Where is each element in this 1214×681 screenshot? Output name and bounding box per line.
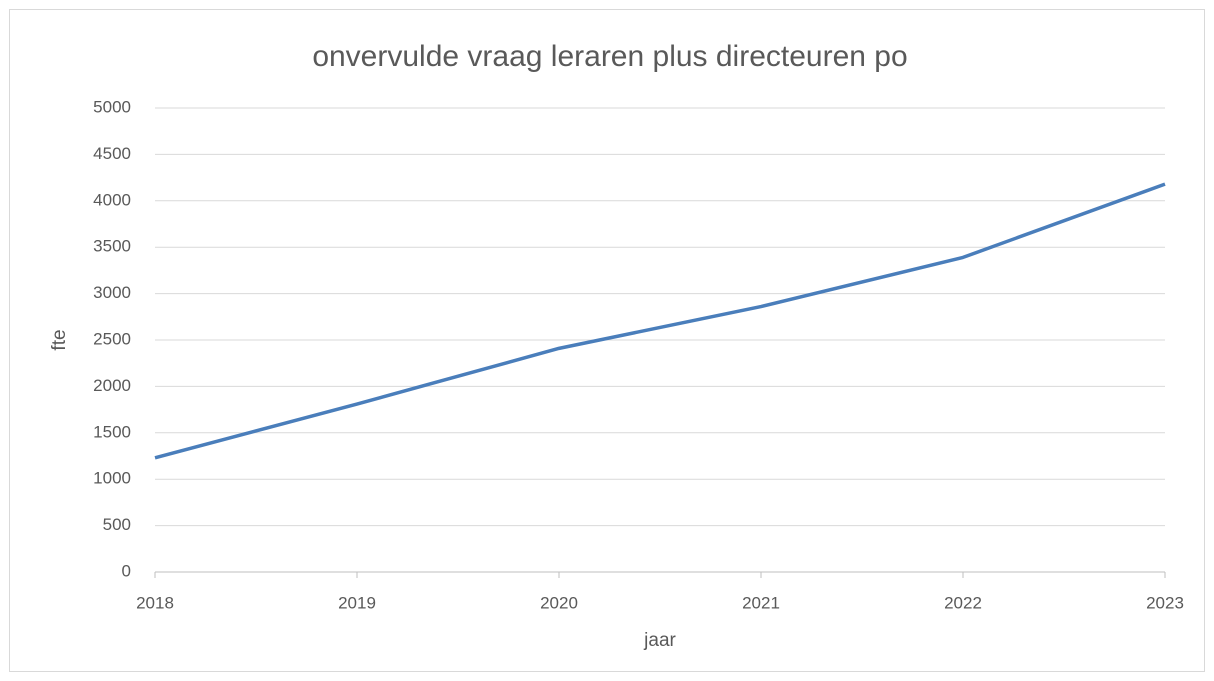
y-tick-label: 1500 — [93, 422, 131, 441]
x-tick-label: 2022 — [944, 593, 982, 612]
y-tick-label: 3500 — [93, 237, 131, 256]
x-tick-label: 2021 — [742, 593, 780, 612]
x-tick-label: 2018 — [136, 593, 174, 612]
y-tick-label: 4000 — [93, 190, 131, 209]
x-axis-title: jaar — [643, 630, 676, 651]
x-tick-label: 2019 — [338, 593, 376, 612]
x-tick-label: 2023 — [1146, 593, 1184, 612]
y-tick-label: 500 — [103, 515, 131, 534]
x-tick-label: 2020 — [540, 593, 578, 612]
y-tick-label: 5000 — [93, 97, 131, 116]
y-axis-title: fte — [49, 329, 70, 350]
y-tick-label: 2500 — [93, 329, 131, 348]
y-tick-label: 2000 — [93, 376, 131, 395]
data-line — [154, 182, 1166, 460]
y-tick-label: 1000 — [93, 469, 131, 488]
y-tick-label: 0 — [122, 561, 131, 580]
chart-title: onvervulde vraag leraren plus directeure… — [312, 40, 907, 73]
y-tick-label: 3000 — [93, 283, 131, 302]
y-tick-label: 4500 — [93, 144, 131, 163]
